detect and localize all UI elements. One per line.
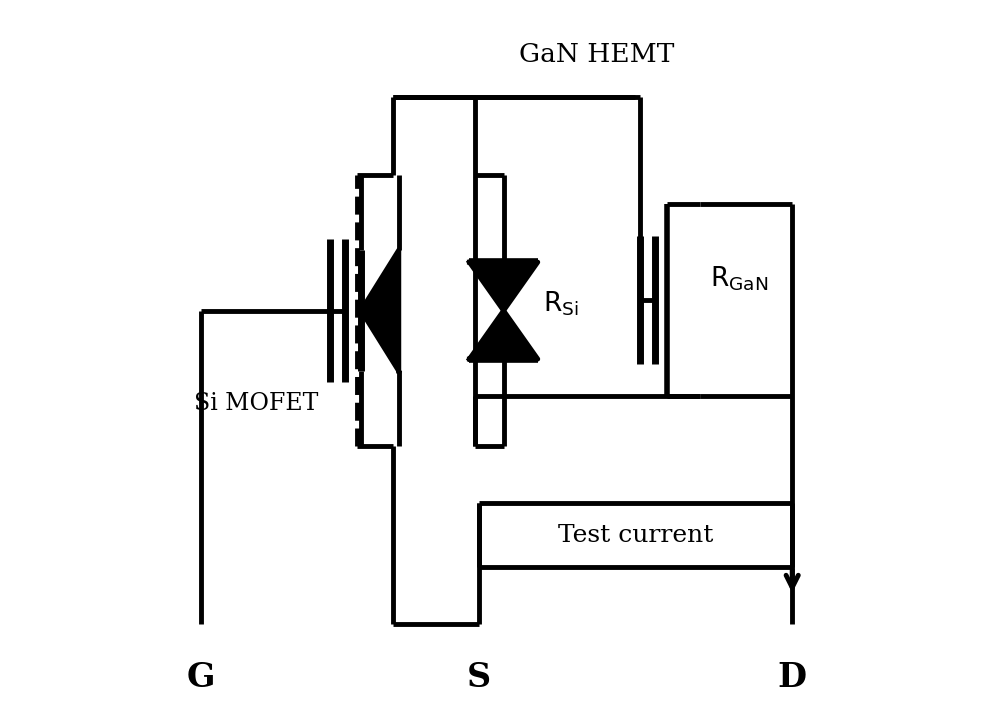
Text: GaN HEMT: GaN HEMT — [519, 42, 674, 66]
Polygon shape — [469, 311, 538, 359]
Text: $\mathrm{R_{Si}}$: $\mathrm{R_{Si}}$ — [543, 289, 578, 318]
Text: G: G — [186, 661, 215, 694]
Polygon shape — [469, 262, 538, 311]
Text: S: S — [467, 661, 491, 694]
Text: $\mathrm{R_{GaN}}$: $\mathrm{R_{GaN}}$ — [710, 265, 769, 293]
Text: Test current: Test current — [558, 523, 713, 547]
Text: Si MOFET: Si MOFET — [194, 392, 318, 415]
Polygon shape — [361, 250, 399, 371]
Text: D: D — [778, 661, 807, 694]
